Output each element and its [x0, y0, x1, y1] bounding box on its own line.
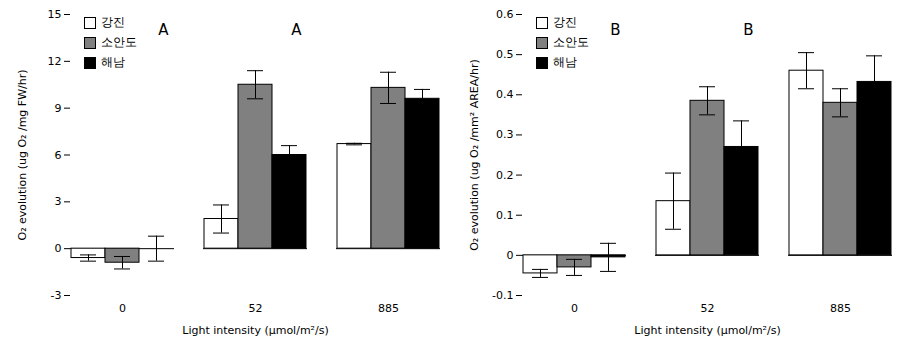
svg-text:885: 885 — [378, 302, 399, 315]
html-text:강진: 강진 — [101, 15, 125, 29]
html-text:해남: 해남 — [553, 55, 577, 69]
svg-text:0.2: 0.2 — [496, 169, 514, 182]
svg-text:Light intensity (μmol/m²/s): Light intensity (μmol/m²/s) — [182, 324, 329, 337]
svg-text:52: 52 — [249, 302, 263, 315]
html-text:강진: 강진 — [553, 15, 577, 29]
svg-text:0.1: 0.1 — [496, 209, 514, 222]
svg-text:Light intensity (μmol/m²/s): Light intensity (μmol/m²/s) — [634, 324, 781, 337]
svg-text:0.6: 0.6 — [496, 8, 514, 21]
svg-text:0: 0 — [507, 249, 514, 262]
svg-text:B: B — [610, 21, 620, 39]
svg-text:B: B — [743, 21, 753, 39]
svg-text:0: 0 — [571, 302, 578, 315]
svg-text:885: 885 — [830, 302, 851, 315]
svg-text:A: A — [158, 21, 169, 39]
svg-text:-3: -3 — [51, 289, 62, 302]
svg-text:0.5: 0.5 — [496, 48, 514, 61]
svg-text:-0.1: -0.1 — [492, 289, 513, 302]
html-text:해남: 해남 — [101, 55, 125, 69]
svg-text:0.4: 0.4 — [496, 88, 514, 101]
svg-text:12: 12 — [48, 55, 62, 68]
svg-text:6: 6 — [55, 149, 62, 162]
svg-text:O₂ evolution (ug O₂ /mm² AREA/: O₂ evolution (ug O₂ /mm² AREA/hr) — [468, 59, 481, 251]
svg-text:15: 15 — [48, 8, 62, 21]
html-text:소안도: 소안도 — [101, 35, 137, 49]
svg-text:A: A — [291, 21, 302, 39]
svg-text:9: 9 — [55, 102, 62, 115]
svg-text:0: 0 — [119, 302, 126, 315]
html-text:소안도: 소안도 — [553, 35, 589, 49]
svg-text:0.3: 0.3 — [496, 128, 514, 141]
svg-text:52: 52 — [701, 302, 715, 315]
svg-text:3: 3 — [55, 195, 62, 208]
svg-text:0: 0 — [55, 242, 62, 255]
svg-text:O₂ evolution (ug O₂ /mg FW/hr): O₂ evolution (ug O₂ /mg FW/hr) — [16, 69, 29, 240]
